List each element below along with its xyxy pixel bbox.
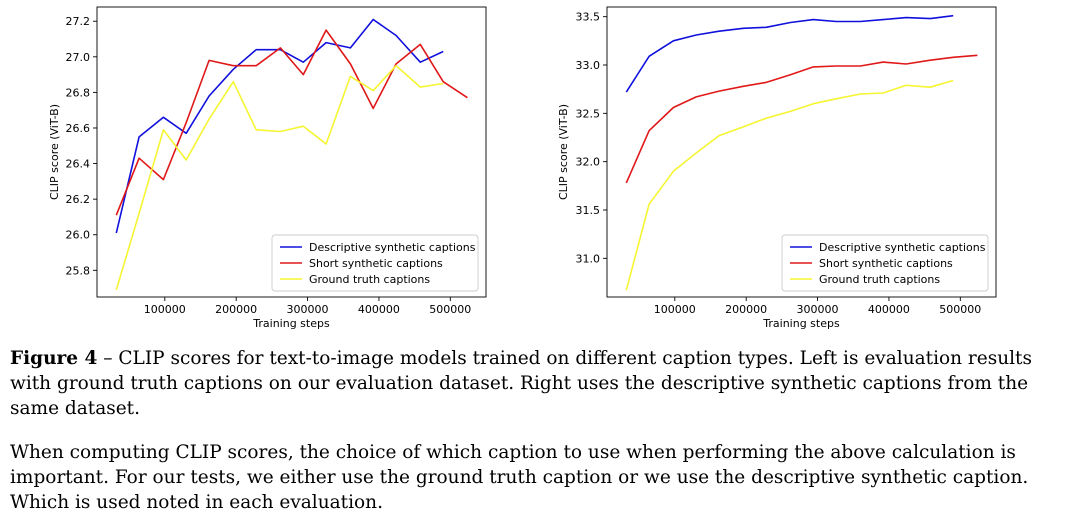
chart0-x-axis-label: Training steps xyxy=(252,317,330,330)
chart0-legend-label-1: Short synthetic captions xyxy=(309,257,443,270)
chart1-series-line-0 xyxy=(625,14,954,93)
chart1-x-axis-label: Training steps xyxy=(762,317,840,330)
chart0-x-tick-label: 400000 xyxy=(358,303,400,316)
chart1-y-tick-label: 33.5 xyxy=(576,11,601,24)
chart0-y-tick-label: 26.6 xyxy=(66,122,91,135)
chart1-y-tick-label: 31.0 xyxy=(576,252,601,265)
chart0-legend-label-0: Descriptive synthetic captions xyxy=(309,241,476,254)
chart1-x-tick-label: 400000 xyxy=(868,303,910,316)
chart0-y-tick-label: 27.0 xyxy=(66,51,91,64)
chart-left: 100000 200000 300000 400000 500000 25.8 26.0 26… xyxy=(48,6,487,330)
chart0-y-tick-label: 25.8 xyxy=(66,264,91,277)
chart1-y-tick-label: 31.5 xyxy=(576,204,601,217)
chart1-legend-box xyxy=(781,234,989,292)
figure-caption-text: – CLIP scores for text-to-image models t… xyxy=(10,348,1032,419)
chart0-series-line-1 xyxy=(115,29,468,216)
chart0-y-tick-label: 26.4 xyxy=(66,158,91,171)
chart0-y-axis-label: CLIP score (ViT-B) xyxy=(48,104,61,200)
chart0-legend-label-2: Ground truth captions xyxy=(309,273,430,286)
chart1-series-line-2 xyxy=(625,79,954,291)
chart1-legend-label-1: Short synthetic captions xyxy=(819,257,953,270)
chart0-series-line-0 xyxy=(115,18,444,234)
chart0-x-tick-label: 500000 xyxy=(429,303,471,316)
chart0-x-tick-label: 200000 xyxy=(215,303,257,316)
chart1-plot-frame xyxy=(606,6,997,298)
chart1-x-tick-label: 100000 xyxy=(654,303,696,316)
chart0-y-tick-label: 26.8 xyxy=(66,86,91,99)
chart1-legend-label-2: Ground truth captions xyxy=(819,273,940,286)
chart0-plot-frame xyxy=(96,6,487,298)
chart1-y-tick-label: 32.5 xyxy=(576,107,601,120)
chart1-series-line-1 xyxy=(625,54,978,184)
body-paragraph: When computing CLIP scores, the choice o… xyxy=(10,442,1029,513)
chart0-x-tick-label: 300000 xyxy=(287,303,329,316)
chart1-x-tick-label: 300000 xyxy=(797,303,839,316)
chart1-y-axis-label: CLIP score (ViT-B) xyxy=(557,104,570,200)
chart0-y-tick-label: 26.0 xyxy=(66,229,91,242)
chart1-x-tick-label: 500000 xyxy=(939,303,981,316)
chart0-series-line-2 xyxy=(115,64,444,291)
chart0-legend-box xyxy=(271,234,479,292)
chart1-y-tick-label: 32.0 xyxy=(576,156,601,169)
chart0-y-tick-label: 27.2 xyxy=(66,15,91,28)
figure-caption-label: Figure 4 xyxy=(10,348,98,369)
chart1-y-tick-label: 33.0 xyxy=(576,59,601,72)
chart1-x-tick-label: 200000 xyxy=(725,303,767,316)
chart1-legend-label-0: Descriptive synthetic captions xyxy=(819,241,986,254)
chart-right: 100000 200000 300000 400000 500000 31.0 31.5 32… xyxy=(557,6,997,330)
chart0-y-tick-label: 26.2 xyxy=(66,193,91,206)
figure-caption: Figure 4 – CLIP scores for text-to-image… xyxy=(10,346,1072,421)
chart0-x-tick-label: 100000 xyxy=(144,303,186,316)
